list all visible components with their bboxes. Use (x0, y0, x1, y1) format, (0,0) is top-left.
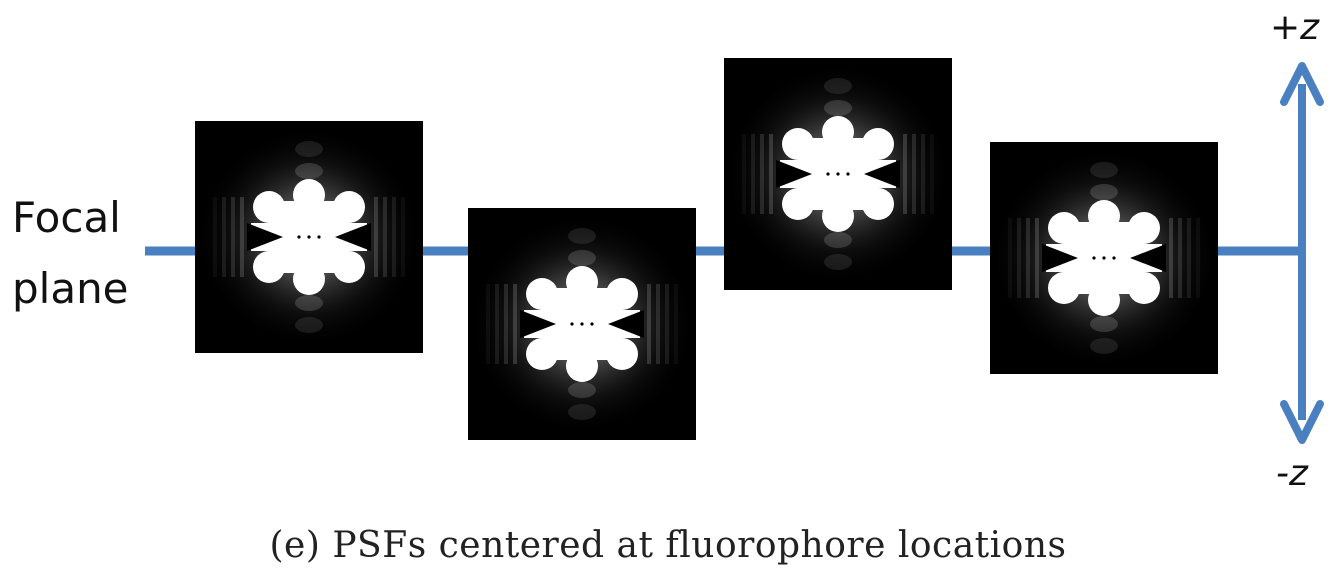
psf-1-tile (195, 121, 423, 353)
psf-2-core (520, 266, 644, 382)
plus-z-label: +z (1270, 7, 1320, 48)
focal-plane-label-line1: Focal (12, 193, 121, 242)
focal-plane-label-line2: plane (12, 264, 129, 313)
psf-4-core (1042, 200, 1166, 316)
z-axis-arrow (1280, 62, 1324, 444)
psf-3-tile (724, 58, 952, 290)
figure-caption: (e) PSFs centered at fluorophore locatio… (269, 525, 1067, 566)
psf-3-core (776, 116, 900, 232)
minus-z-label: -z (1276, 453, 1308, 494)
psf-4-tile (990, 142, 1218, 374)
psf-2-tile (468, 208, 696, 440)
psf-1-core (247, 179, 371, 295)
